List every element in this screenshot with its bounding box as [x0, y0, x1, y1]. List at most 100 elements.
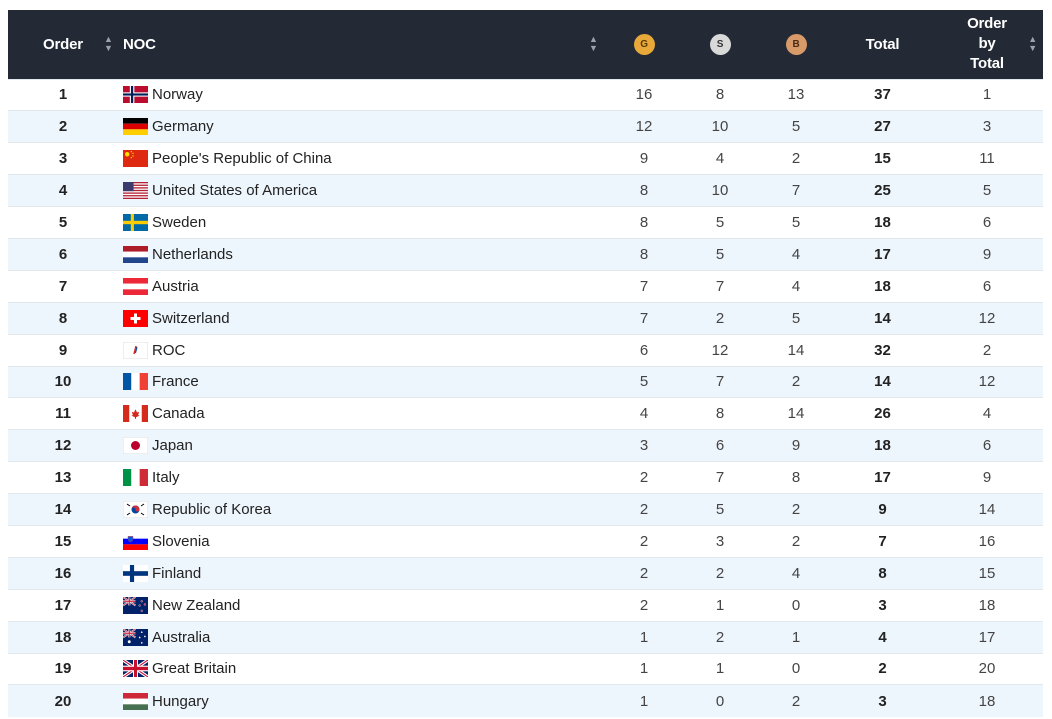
bronze-medal-icon: B: [785, 33, 807, 55]
table-row[interactable]: 9 ROC 6 12 14 32 2: [8, 334, 1043, 367]
noc-name-link[interactable]: ROC: [152, 341, 186, 359]
table-row[interactable]: 1 Norway 16 8 13 37 1: [8, 79, 1043, 111]
cell-gold: 2: [639, 501, 649, 519]
flag-norway-icon: [123, 86, 148, 104]
cell-noc: Switzerland: [118, 302, 606, 334]
cell-order: 16: [54, 564, 72, 582]
column-header-noc[interactable]: NOC ▲ ▼: [118, 10, 606, 79]
table-row[interactable]: 17 New Zealand 2 1 0 3 18: [8, 589, 1043, 622]
cell-total: 14: [874, 373, 891, 391]
flag-china-icon: [123, 150, 148, 168]
cell-silver: 2: [715, 309, 725, 327]
cell-silver: 1: [715, 596, 725, 614]
noc-name-link[interactable]: United States of America: [152, 182, 318, 200]
cell-gold: 9: [639, 150, 649, 168]
column-header-bronze[interactable]: B: [758, 10, 834, 79]
noc-name-link[interactable]: New Zealand: [152, 596, 241, 614]
noc-name-link[interactable]: Japan: [152, 437, 193, 455]
cell-bronze: 5: [791, 214, 801, 231]
cell-noc: Canada: [118, 398, 606, 430]
column-header-total[interactable]: Total: [834, 10, 931, 79]
table-row[interactable]: 19 Great Britain 1 1 0 2 20: [8, 653, 1043, 685]
column-header-order-by-total[interactable]: Order by Total ▲ ▼: [931, 10, 1043, 79]
cell-total: 17: [874, 469, 891, 487]
noc-name-link[interactable]: Germany: [152, 118, 214, 136]
noc-name-link[interactable]: Slovenia: [152, 532, 210, 550]
cell-total: 18: [874, 277, 891, 295]
cell-order: 18: [54, 628, 72, 646]
table-row[interactable]: 10 France 5 7 2 14 12: [8, 366, 1043, 398]
cell-order: 3: [58, 150, 68, 168]
cell-gold: 1: [639, 692, 649, 710]
cell-noc: Slovenia: [118, 525, 606, 557]
table-row[interactable]: 6 Netherlands 8 5 4 17 9: [8, 238, 1043, 271]
table-row[interactable]: 3 People's Republic of China 9 4 2 15 11: [8, 142, 1043, 175]
noc-name-link[interactable]: Canada: [152, 405, 205, 423]
column-header-gold[interactable]: G: [606, 10, 682, 79]
cell-bronze: 5: [791, 309, 801, 327]
noc-name-link[interactable]: Hungary: [152, 692, 209, 710]
cell-silver: 2: [715, 564, 725, 582]
table-row[interactable]: 16 Finland 2 2 4 8 15: [8, 557, 1043, 590]
table-row[interactable]: 14 Republic of Korea 2 5 2 9 14: [8, 493, 1043, 526]
cell-order: 11: [55, 405, 71, 423]
column-header-silver[interactable]: S: [682, 10, 758, 79]
cell-noc: United States of America: [118, 175, 606, 207]
cell-order: 15: [54, 532, 72, 550]
cell-order-by-total: 6: [982, 214, 992, 231]
cell-noc: Great Britain: [118, 653, 606, 685]
table-row[interactable]: 8 Switzerland 7 2 5 14 12: [8, 302, 1043, 335]
cell-gold: 6: [639, 341, 649, 359]
cell-order-by-total: 4: [982, 405, 992, 423]
noc-name-link[interactable]: Italy: [152, 469, 180, 487]
cell-silver: 4: [715, 150, 725, 168]
noc-name-link[interactable]: Switzerland: [152, 309, 230, 327]
flag-new-zealand-icon: [123, 596, 148, 614]
cell-bronze: 2: [791, 532, 801, 550]
noc-name-link[interactable]: Austria: [152, 277, 199, 295]
cell-silver: 5: [715, 214, 725, 231]
table-row[interactable]: 11 Canada 4 8 14 26 4: [8, 397, 1043, 430]
table-row[interactable]: 15 Slovenia 2 3 2 7 16: [8, 525, 1043, 558]
cell-gold: 1: [639, 660, 649, 678]
cell-total: 27: [874, 118, 891, 136]
cell-bronze: 4: [791, 245, 801, 263]
table-row[interactable]: 7 Austria 7 7 4 18 6: [8, 270, 1043, 303]
cell-order: 9: [58, 341, 68, 359]
cell-silver: 10: [711, 182, 729, 200]
cell-bronze: 2: [791, 501, 801, 519]
table-row[interactable]: 4 United States of America 8 10 7 25 5: [8, 174, 1043, 207]
noc-name-link[interactable]: France: [152, 373, 199, 391]
sort-icon[interactable]: ▲ ▼: [589, 34, 598, 54]
noc-name-link[interactable]: Finland: [152, 564, 202, 582]
noc-name-link[interactable]: Great Britain: [152, 660, 237, 678]
table-row[interactable]: 13 Italy 2 7 8 17 9: [8, 461, 1043, 494]
cell-silver: 6: [715, 437, 725, 455]
cell-bronze: 8: [791, 469, 801, 487]
cell-order: 13: [54, 469, 72, 487]
column-header-order[interactable]: Order ▲ ▼: [8, 10, 118, 79]
noc-name-link[interactable]: Norway: [152, 86, 203, 104]
noc-name-link[interactable]: People's Republic of China: [152, 150, 332, 168]
noc-name-link[interactable]: Netherlands: [152, 245, 233, 263]
noc-name-link[interactable]: Republic of Korea: [152, 501, 272, 519]
noc-name-link[interactable]: Australia: [152, 628, 211, 646]
cell-order-by-total: 11: [979, 150, 995, 168]
cell-noc: Australia: [118, 621, 606, 653]
cell-order: 5: [58, 214, 68, 231]
cell-silver: 0: [715, 692, 725, 710]
noc-name-link[interactable]: Sweden: [152, 214, 207, 231]
table-row[interactable]: 20 Hungary 1 0 2 3 18: [8, 684, 1043, 717]
sort-icon[interactable]: ▲ ▼: [104, 34, 113, 54]
cell-order-by-total: 6: [982, 437, 992, 455]
table-row[interactable]: 18 Australia 1 2 1 4 17: [8, 621, 1043, 654]
cell-silver: 8: [715, 405, 725, 423]
cell-order: 1: [58, 86, 68, 104]
cell-bronze: 4: [791, 564, 801, 582]
cell-order-by-total: 3: [982, 118, 992, 136]
cell-gold: 16: [635, 86, 653, 104]
table-row[interactable]: 5 Sweden 8 5 5 18 6: [8, 206, 1043, 239]
table-row[interactable]: 2 Germany 12 10 5 27 3: [8, 110, 1043, 143]
table-row[interactable]: 12 Japan 3 6 9 18 6: [8, 429, 1043, 462]
sort-icon[interactable]: ▲ ▼: [1028, 34, 1037, 54]
